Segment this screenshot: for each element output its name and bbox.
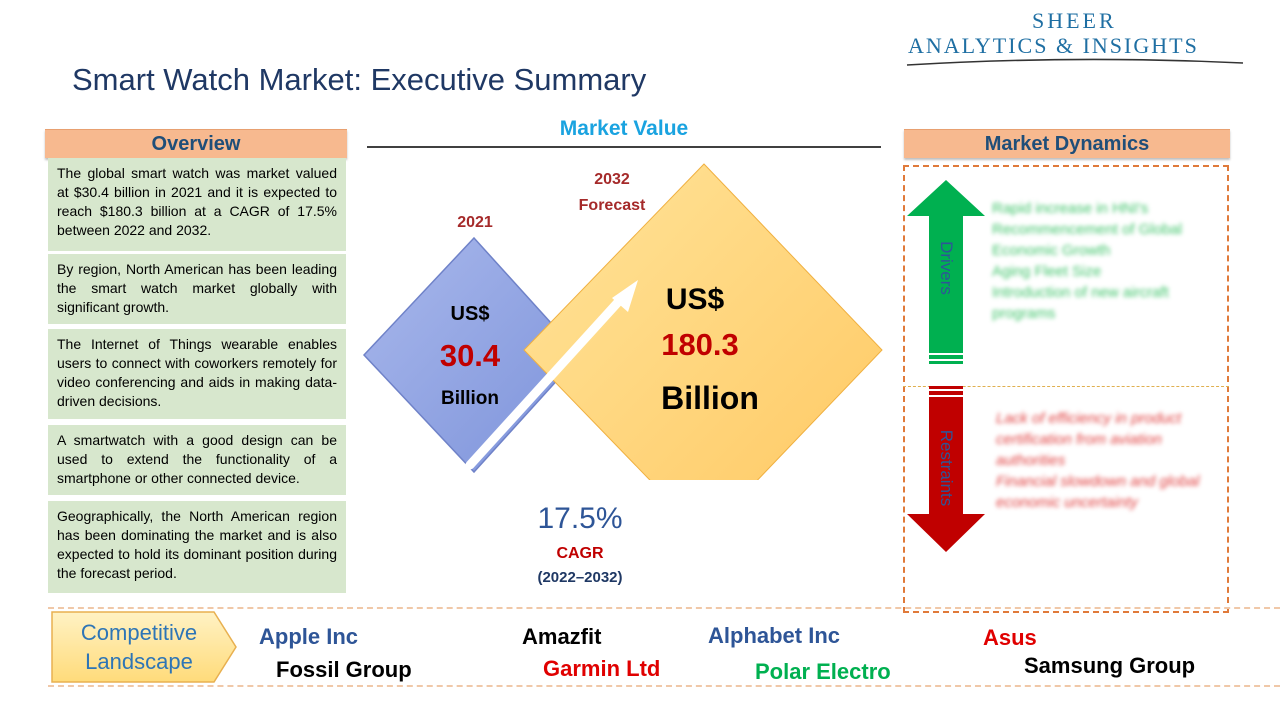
overview-paragraph: A smartwatch with a good design can be u… [48, 425, 346, 495]
logo-line2: ANALYTICS & INSIGHTS [908, 33, 1199, 58]
year-2021-label: 2021 [457, 214, 493, 231]
logo-swoosh-icon [906, 58, 1244, 66]
overview-paragraph: Geographically, the North American regio… [48, 501, 346, 593]
competitive-band [48, 607, 1280, 687]
competitive-label-line1: Competitive [80, 620, 198, 645]
restraints-arrow-icon [907, 386, 985, 552]
company-name: Samsung Group [1024, 653, 1196, 678]
company-name: Garmin Ltd [543, 656, 661, 681]
value-2032-unit: Billion [661, 380, 759, 416]
drivers-list: Rapid increase in HNI's Recommencement o… [992, 198, 1220, 324]
value-2021-currency: US$ [450, 303, 490, 325]
cagr-label: CAGR [556, 545, 604, 562]
page-title: Smart Watch Market: Executive Summary [72, 62, 647, 97]
restraints-list: Lack of efficiency in product certificat… [996, 408, 1218, 513]
market-dynamics-frame [903, 165, 1229, 613]
drivers-arrow-icon [907, 180, 985, 364]
dynamics-divider [903, 386, 1229, 387]
diamond-2021 [362, 236, 582, 474]
company-name: Alphabet Inc [708, 623, 841, 648]
year-2032-label: 2032 [594, 171, 630, 188]
company-name: Amazfit [522, 624, 602, 649]
driver-item: Rapid increase in HNI's [992, 200, 1149, 217]
restraints-label: Restraints [937, 429, 956, 507]
value-2021: 30.4 [439, 338, 501, 373]
growth-arrow-icon [465, 295, 625, 470]
competitive-label-line2: Landscape [85, 649, 193, 674]
company-name: Polar Electro [755, 659, 891, 684]
value-2021-unit: Billion [440, 388, 500, 409]
overview-paragraph: By region, North American has been leadi… [48, 254, 346, 324]
market-value-graphic [362, 163, 883, 480]
cagr-value: 17.5% [537, 502, 623, 535]
overview-paragraph: The global smart watch was market valued… [48, 158, 346, 251]
logo-line1: SHEER [1032, 8, 1117, 33]
overview-heading: Overview [45, 129, 347, 158]
forecast-label: Forecast [578, 197, 646, 214]
value-2032-currency: US$ [665, 283, 725, 316]
market-dynamics-heading: Market Dynamics [904, 129, 1230, 158]
drivers-label: Drivers [937, 241, 956, 295]
cagr-period: (2022–2032) [537, 569, 623, 586]
company-name: Asus [983, 625, 1037, 650]
diamond-2032 [523, 163, 883, 480]
dynamics-arrows [907, 180, 985, 552]
restraint-item: Lack of efficiency in product certificat… [996, 410, 1182, 469]
value-2032: 180.3 [661, 327, 739, 362]
driver-item: Aging Fleet Size [992, 263, 1102, 280]
company-name: Fossil Group [276, 657, 412, 682]
market-value-heading: Market Value [559, 117, 689, 140]
driver-item: Introduction of new aircraft programs [992, 284, 1169, 322]
competitive-label-shape [51, 611, 237, 683]
overview-paragraph: The Internet of Things wearable enables … [48, 329, 346, 419]
restraint-item: Financial slowdown and global economic u… [996, 473, 1200, 511]
market-value-divider [367, 146, 881, 148]
company-name: Apple Inc [259, 624, 359, 649]
driver-item: Recommencement of Global Economic Growth [992, 221, 1183, 259]
